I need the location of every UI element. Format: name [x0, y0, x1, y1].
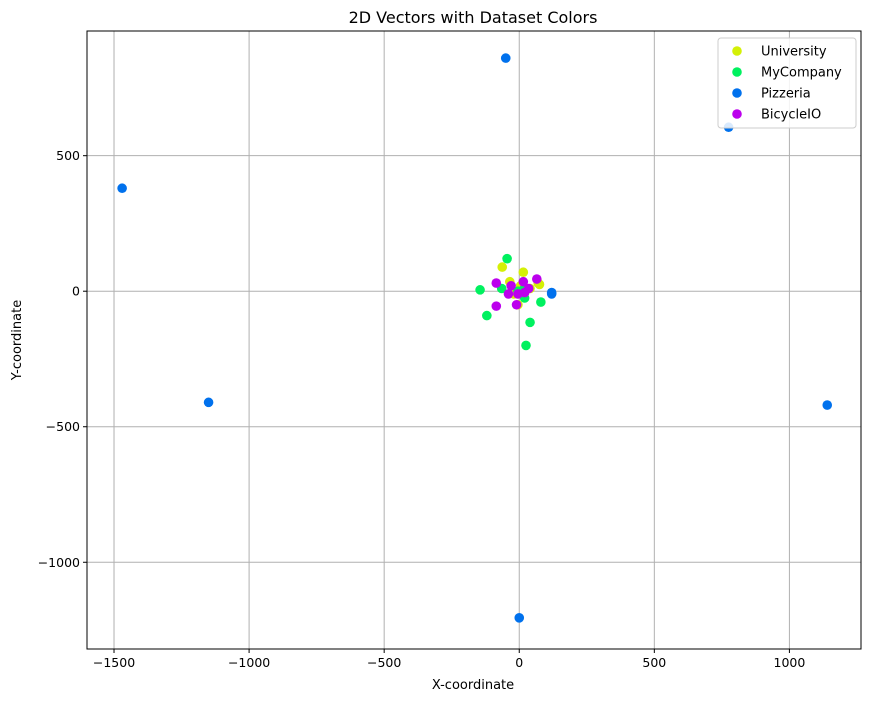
point-pizzeria — [514, 613, 525, 623]
point-mycompany — [525, 317, 535, 328]
legend: University MyCompany Pizzeria BicycleIO — [717, 37, 857, 129]
x-axis-label: X-coordinate — [432, 678, 514, 693]
point-university — [518, 267, 529, 278]
point-bicycleio — [519, 287, 530, 298]
grid — [87, 31, 861, 649]
legend-label-university: University — [761, 45, 827, 60]
plot-frame — [86, 30, 862, 650]
chart-title: 2D Vectors with Dataset Colors — [349, 8, 598, 27]
legend-marker-university — [732, 46, 742, 56]
x-tick-label: 1000 — [774, 655, 806, 670]
y-tick-label: −500 — [46, 419, 80, 434]
legend-box — [717, 37, 857, 129]
point-pizzeria — [500, 53, 511, 63]
x-tick-label: −1000 — [228, 655, 270, 670]
point-mycompany — [482, 310, 492, 321]
point-pizzeria — [546, 289, 557, 299]
axis-ticks: −1500 −1000 −500 0 500 1000 500 0 −500 −1000 — [38, 148, 806, 670]
x-tick-label: −500 — [367, 655, 401, 670]
point-mycompany — [536, 297, 546, 307]
x-tick-label: −1500 — [93, 655, 135, 670]
data-points — [117, 53, 833, 623]
y-axis-label: Y-coordinate — [10, 300, 25, 381]
y-tick-label: −1000 — [38, 555, 80, 570]
legend-marker-bicycleio — [732, 109, 742, 119]
legend-label-mycompany: MyCompany — [761, 66, 842, 81]
point-pizzeria — [203, 397, 214, 408]
legend-marker-mycompany — [732, 67, 742, 77]
legend-label-bicycleio: BicycleIO — [761, 108, 821, 123]
point-bicycleio — [518, 276, 529, 287]
point-pizzeria — [822, 400, 833, 410]
point-mycompany — [502, 253, 512, 264]
point-mycompany — [521, 340, 531, 351]
point-bicycleio — [491, 278, 502, 288]
legend-label-pizzeria: Pizzeria — [761, 87, 811, 102]
x-tick-label: 500 — [642, 655, 666, 670]
point-bicycleio — [532, 274, 542, 284]
point-bicycleio — [491, 301, 502, 311]
point-university — [497, 262, 508, 272]
point-bicycleio — [511, 299, 522, 310]
x-tick-label: 0 — [515, 655, 523, 670]
point-pizzeria — [117, 183, 127, 194]
y-tick-label: 0 — [72, 284, 80, 299]
point-bicycleio — [503, 289, 514, 299]
point-mycompany — [475, 285, 485, 295]
legend-marker-pizzeria — [732, 88, 742, 98]
point-bicycleio — [506, 280, 516, 291]
y-tick-label: 500 — [56, 148, 80, 163]
